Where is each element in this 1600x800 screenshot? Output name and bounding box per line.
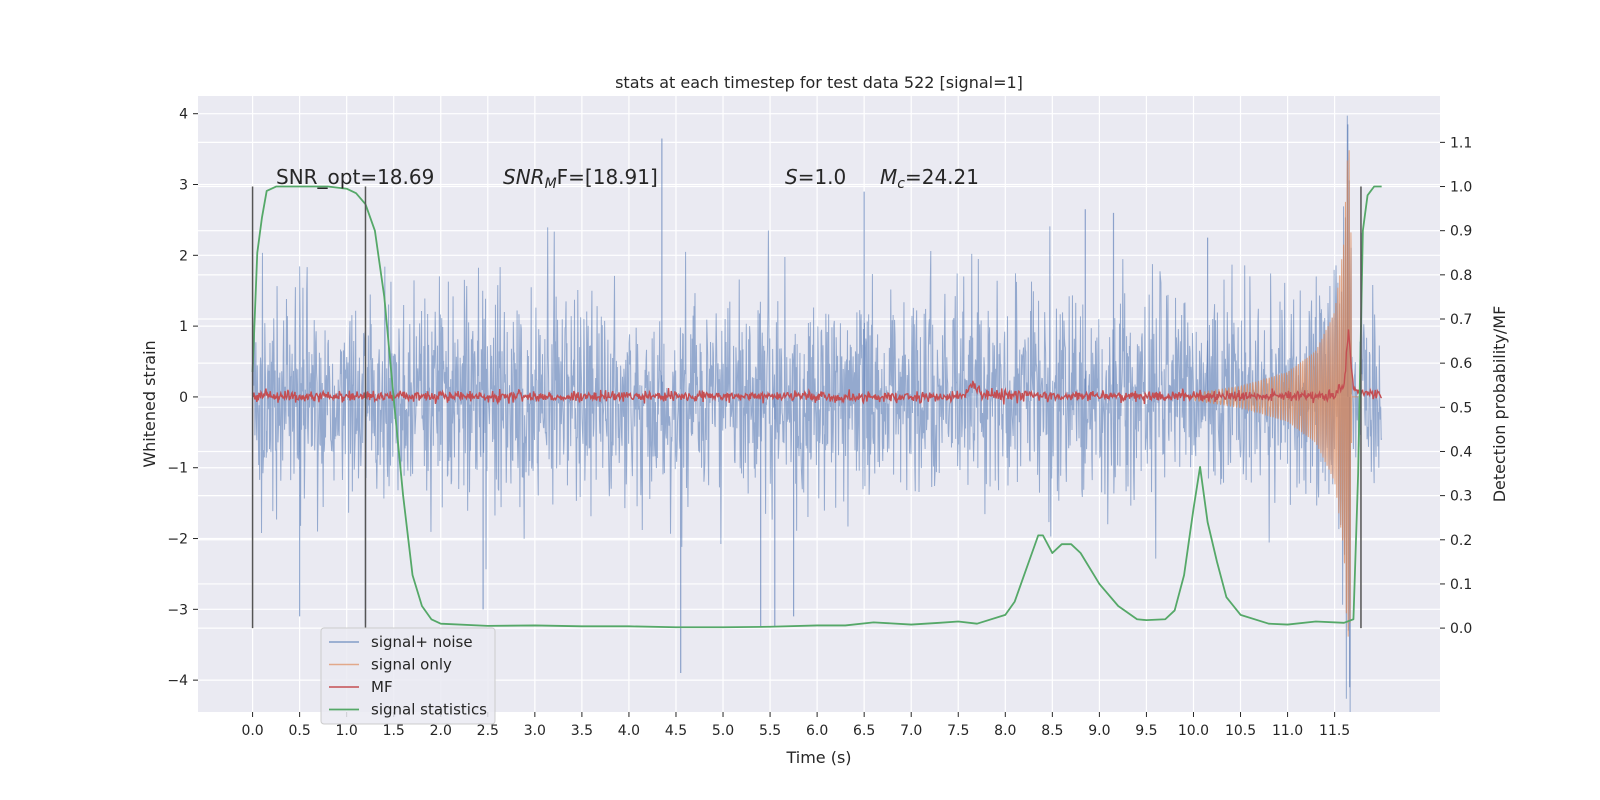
x-tick-label: 5.0 [712,723,734,739]
x-tick-label: 0.5 [288,723,310,739]
x-tick-label: 7.5 [947,723,969,739]
legend-label: signal statistics [371,701,487,719]
legend-box [320,627,496,725]
y2-tick-label: 1.0 [1450,180,1472,196]
legend-label: signal+ noise [371,633,473,651]
annotation-mc: Mc=24.21 [880,165,979,192]
s-value: =1.0 [798,165,847,189]
y2-tick-label: 1.1 [1450,135,1472,151]
mc-base: M [880,165,897,189]
x-tick-label: 10.5 [1225,723,1256,739]
x-tick-label: 0.0 [241,723,263,739]
annotation-snr-opt: SNR_opt=18.69 [276,165,434,189]
x-tick-label: 2.5 [477,723,499,739]
x-tick-label: 6.0 [806,723,828,739]
x-tick-label: 8.5 [1041,723,1063,739]
y-tick-label: 1 [179,319,188,335]
y-tick-label: 3 [179,178,188,194]
y2-tick-label: 0.4 [1450,444,1472,460]
x-tick-label: 8.0 [994,723,1016,739]
snr-mf-sub: M [545,176,557,192]
legend-label: MF [371,678,393,696]
y2-tick-label: 0.7 [1450,312,1472,328]
chart-title: stats at each timestep for test data 522… [615,73,1023,92]
y2-tick-label: 0.5 [1450,400,1472,416]
mc-value: =24.21 [905,165,979,189]
annotation-s: S=1.0 [785,165,846,189]
y-tick-label: −1 [167,461,188,477]
y-axis-label: Whitened strain [140,340,159,467]
y2-tick-label: 0.3 [1450,489,1472,505]
x-tick-label: 2.0 [430,723,452,739]
y2-tick-label: 0.9 [1450,224,1472,240]
y-tick-label: 4 [179,107,188,123]
signal-statistics-line [251,185,1382,629]
mf-line [251,329,1383,406]
vertical-markers [251,186,1362,629]
x-tick-label: 10.0 [1178,723,1209,739]
y2-axis-label: Detection probability/MF [1490,306,1509,503]
legend-label: signal only [371,656,452,674]
x-tick-label: 4.0 [618,723,640,739]
x-tick-label: 9.0 [1088,723,1110,739]
y2-tick-label: 0.0 [1450,621,1472,637]
x-tick-label: 9.5 [1135,723,1157,739]
x-tick-label: 6.5 [853,723,875,739]
y2-tick-label: 0.1 [1450,577,1472,593]
y-tick-label: −2 [167,532,188,548]
x-tick-label: 1.5 [383,723,405,739]
x-tick-label: 5.5 [759,723,781,739]
x-tick-label: 3.5 [571,723,593,739]
snr-mf-rest: F=[18.91] [557,165,658,189]
y-tick-label: −4 [167,673,188,689]
y2-tick-label: 0.6 [1450,356,1472,372]
x-tick-label: 4.5 [665,723,687,739]
y-tick-label: 0 [179,390,188,406]
legend: signal+ noise signal only MF signal statist… [320,627,496,725]
x-tick-label: 11.5 [1319,723,1350,739]
snr-mf-base: SNR [503,165,545,189]
y-tick-label: −3 [167,602,188,618]
x-tick-label: 11.0 [1272,723,1303,739]
s-label: S [785,165,798,189]
x-tick-label: 3.0 [524,723,546,739]
y2-tick-label: 0.8 [1450,268,1472,284]
y-tick-label: 2 [179,248,188,264]
mc-sub: c [897,176,905,192]
x-axis-label: Time (s) [785,748,851,767]
x-tick-label: 7.0 [900,723,922,739]
ticks: 0.0 0.5 1.0 1.5 2.0 2.5 3.0 3.5 4.0 4.5 5.0 5.5 6.0 6… [167,107,1472,739]
y2-tick-label: 0.2 [1450,533,1472,549]
x-tick-label: 1.0 [336,723,358,739]
annotation-snr-mf: SNRMF=[18.91] [503,165,658,192]
